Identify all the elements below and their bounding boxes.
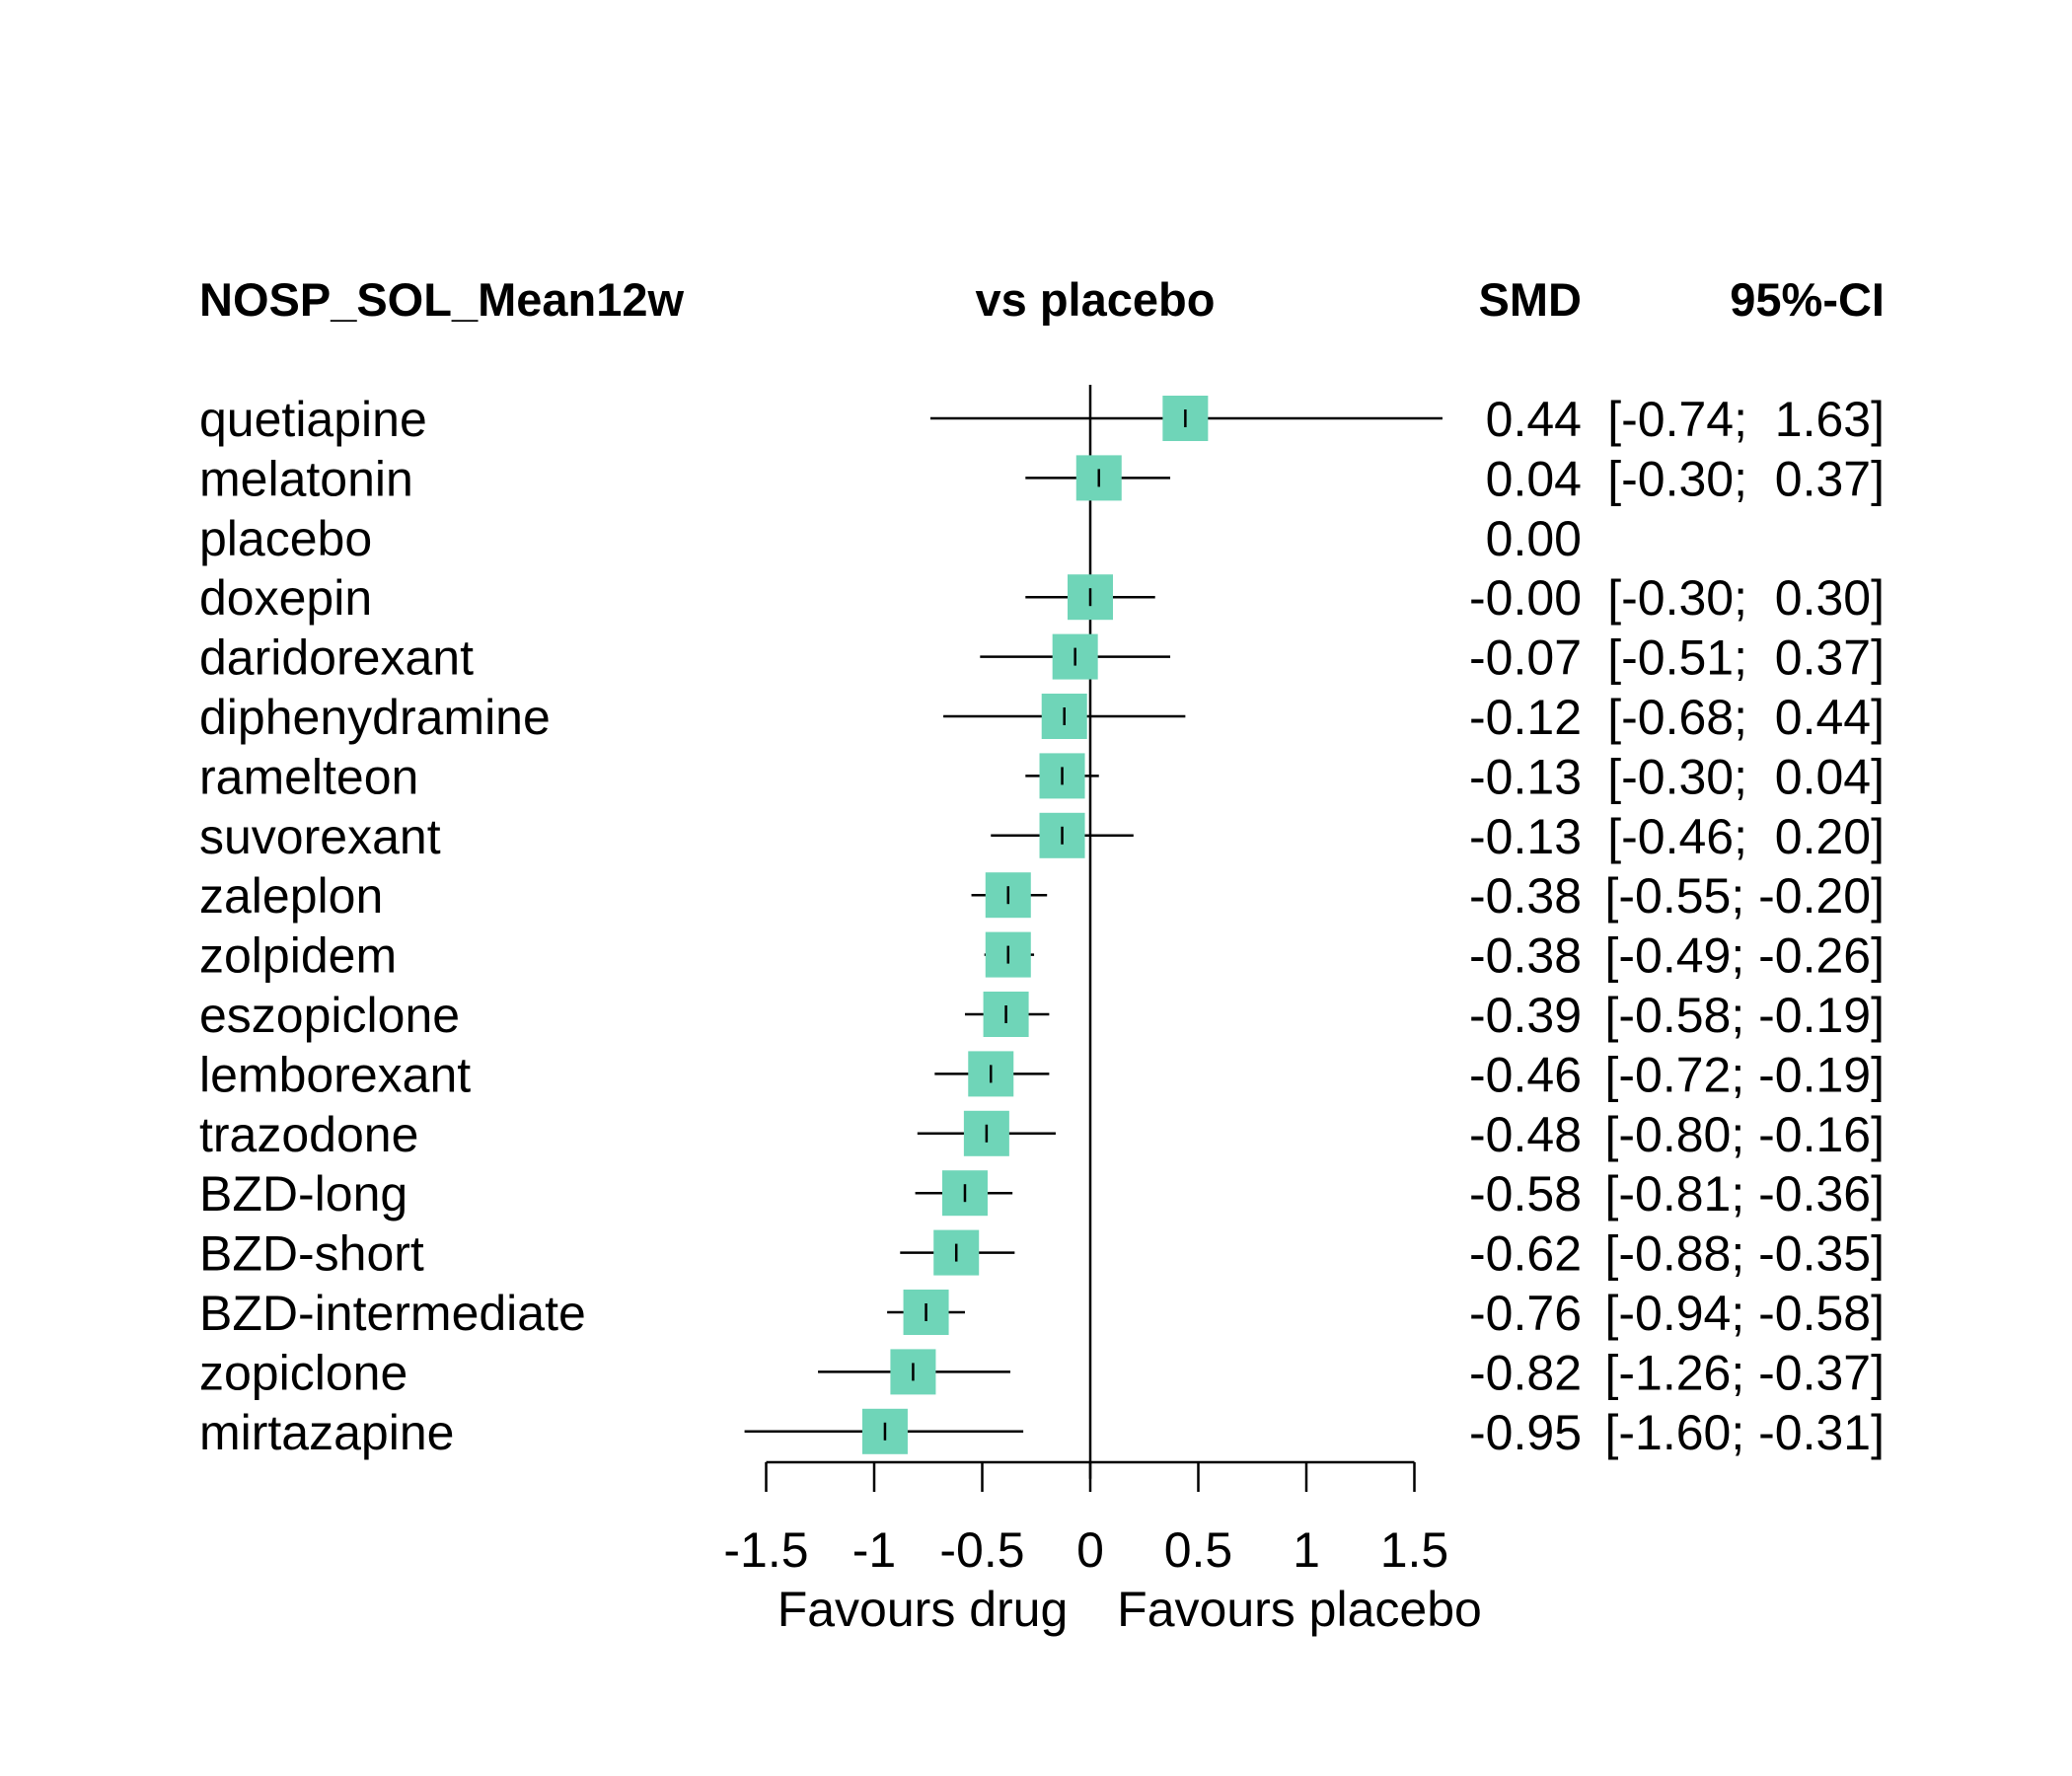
x-axis: -1.5 -1 -0.5 0 0.5 1 1.5 <box>723 1460 1449 1578</box>
smd-value: -0.38 <box>1469 928 1582 984</box>
smd-value: -0.38 <box>1469 868 1582 924</box>
smd-value: -0.48 <box>1469 1107 1582 1162</box>
ci-value: [-0.88; -0.35] <box>1605 1226 1886 1282</box>
favours-drug-label: Favours drug <box>777 1582 1069 1637</box>
row-label: ramelteon <box>199 749 418 804</box>
row-label: BZD-intermediate <box>199 1286 586 1341</box>
forest-row: ramelteon -0.13 [-0.30; 0.04] <box>199 749 1885 804</box>
ci-value: [-0.49; -0.26] <box>1605 928 1886 984</box>
x-tick-label: 0.5 <box>1164 1522 1233 1578</box>
smd-value: -0.58 <box>1469 1166 1582 1221</box>
ci-header: 95%-CI <box>1730 273 1885 326</box>
ci-value: [-0.72; -0.19] <box>1605 1047 1886 1102</box>
smd-value: -0.07 <box>1469 630 1582 686</box>
ci-value: [-1.60; -0.31] <box>1605 1405 1886 1460</box>
smd-value: -0.62 <box>1469 1226 1582 1282</box>
row-label: BZD-short <box>199 1226 424 1282</box>
smd-value: 0.00 <box>1486 511 1582 566</box>
smd-value: -0.13 <box>1469 749 1582 804</box>
smd-value: 0.04 <box>1486 451 1582 506</box>
x-tick-label: -1.5 <box>723 1522 808 1578</box>
row-label: daridorexant <box>199 630 474 686</box>
x-tick-label: 1.5 <box>1380 1522 1449 1578</box>
forest-row: mirtazapine -0.95 [-1.60; -0.31] <box>199 1405 1885 1460</box>
ci-value: [-0.81; -0.36] <box>1605 1166 1886 1221</box>
forest-row: zolpidem -0.38 [-0.49; -0.26] <box>199 928 1885 984</box>
forest-row: suvorexant -0.13 [-0.46; 0.20] <box>199 809 1885 864</box>
favours-placebo-label: Favours placebo <box>1117 1582 1482 1637</box>
forest-row: doxepin -0.00 [-0.30; 0.30] <box>199 570 1885 626</box>
smd-value: -0.95 <box>1469 1405 1582 1460</box>
forest-row: eszopiclone -0.39 [-0.58; -0.19] <box>199 988 1885 1043</box>
comparison-header: vs placebo <box>976 273 1216 326</box>
smd-value: -0.00 <box>1469 570 1582 626</box>
row-label: quetiapine <box>199 392 427 447</box>
row-label: zolpidem <box>199 928 397 984</box>
row-label: zopiclone <box>199 1345 407 1400</box>
forest-rows: quetiapine 0.44 [-0.74; 1.63] melatonin 0.04… <box>199 385 1885 1479</box>
row-label: lemborexant <box>199 1047 471 1102</box>
ci-value: [-0.58; -0.19] <box>1605 988 1886 1043</box>
ci-value: [-0.55; -0.20] <box>1605 868 1886 924</box>
row-label: suvorexant <box>199 809 441 864</box>
row-label: placebo <box>199 511 372 566</box>
smd-header: SMD <box>1479 273 1582 326</box>
ci-value: [-0.68; 0.44] <box>1607 690 1885 745</box>
row-label: melatonin <box>199 451 413 506</box>
smd-value: -0.39 <box>1469 988 1582 1043</box>
row-label: BZD-long <box>199 1166 407 1221</box>
ci-value: [-0.30; 0.04] <box>1607 749 1885 804</box>
row-label: eszopiclone <box>199 988 460 1043</box>
x-tick-label: -1 <box>852 1522 896 1578</box>
ci-value: [-0.30; 0.30] <box>1607 570 1885 626</box>
smd-value: -0.46 <box>1469 1047 1582 1102</box>
forest-row: BZD-long -0.58 [-0.81; -0.36] <box>199 1166 1885 1221</box>
ci-value: [-0.46; 0.20] <box>1607 809 1885 864</box>
plot-title: NOSP_SOL_Mean12w <box>199 273 685 326</box>
smd-value: -0.76 <box>1469 1286 1582 1341</box>
forest-row: quetiapine 0.44 [-0.74; 1.63] <box>199 392 1885 447</box>
ci-value: [-0.94; -0.58] <box>1605 1286 1886 1341</box>
x-tick-label: -0.5 <box>939 1522 1024 1578</box>
smd-value: -0.13 <box>1469 809 1582 864</box>
smd-value: -0.82 <box>1469 1345 1582 1400</box>
row-label: trazodone <box>199 1107 418 1162</box>
forest-row: BZD-short -0.62 [-0.88; -0.35] <box>199 1226 1885 1282</box>
row-label: zaleplon <box>199 868 383 924</box>
forest-row: zaleplon -0.38 [-0.55; -0.20] <box>199 868 1885 924</box>
x-tick-label: 1 <box>1293 1522 1320 1578</box>
smd-value: 0.44 <box>1486 392 1582 447</box>
row-label: diphenydramine <box>199 690 551 745</box>
forest-row: daridorexant -0.07 [-0.51; 0.37] <box>199 630 1885 686</box>
smd-value: -0.12 <box>1469 690 1582 745</box>
ci-value: [-0.80; -0.16] <box>1605 1107 1886 1162</box>
forest-row: diphenydramine -0.12 [-0.68; 0.44] <box>199 690 1885 745</box>
row-label: mirtazapine <box>199 1405 454 1460</box>
ci-value: [-1.26; -0.37] <box>1605 1345 1886 1400</box>
forest-row: BZD-intermediate -0.76 [-0.94; -0.58] <box>199 1286 1885 1341</box>
row-label: doxepin <box>199 570 372 626</box>
ci-value: [-0.30; 0.37] <box>1607 451 1885 506</box>
forest-row: melatonin 0.04 [-0.30; 0.37] <box>199 451 1885 506</box>
forest-row: placebo 0.00 <box>199 511 1582 566</box>
ci-value: [-0.51; 0.37] <box>1607 630 1885 686</box>
x-tick-label: 0 <box>1076 1522 1104 1578</box>
forest-row: zopiclone -0.82 [-1.26; -0.37] <box>199 1345 1885 1400</box>
forest-row: trazodone -0.48 [-0.80; -0.16] <box>199 1107 1885 1162</box>
ci-value: [-0.74; 1.63] <box>1607 392 1885 447</box>
forest-row: lemborexant -0.46 [-0.72; -0.19] <box>199 1047 1885 1102</box>
